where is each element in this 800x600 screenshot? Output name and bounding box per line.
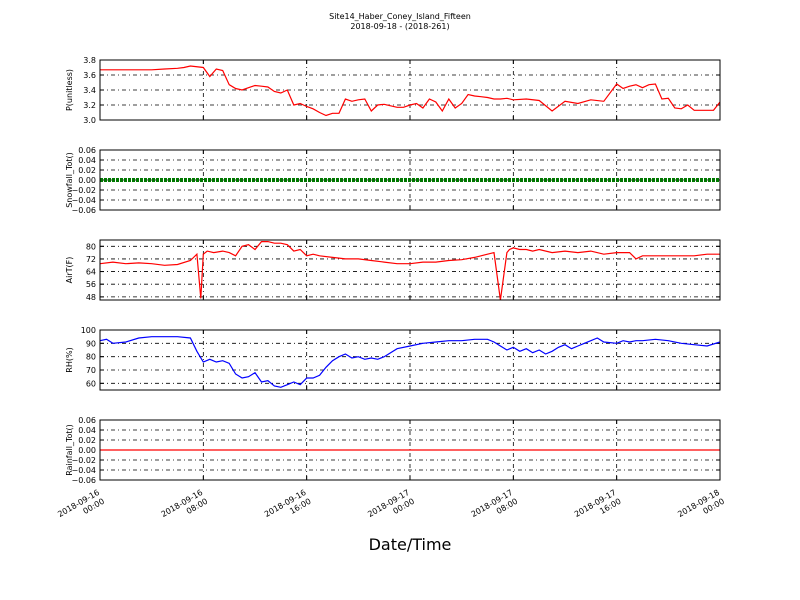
y-tick-label: 64 [86, 268, 96, 277]
y-tick-label: 48 [86, 293, 96, 302]
y-tick-label: 0.00 [78, 176, 96, 185]
series-line [100, 65, 721, 117]
y-tick-label: 0.04 [78, 426, 96, 435]
y-tick-label: 80 [86, 242, 96, 251]
figure-title: Site14_Haber_Coney_Island_Fifteen [329, 12, 471, 21]
y-tick-label: 0.02 [78, 436, 96, 445]
y-axis-label: Snowfall_Tot() [65, 152, 74, 208]
y-tick-label: 80 [86, 353, 96, 362]
plot-frame [99, 329, 721, 391]
y-tick-label: 70 [86, 366, 96, 375]
plot-frame [99, 419, 721, 481]
y-axis-label: RH(%) [65, 347, 74, 372]
series-line [99, 241, 720, 301]
y-tick-label: −0.06 [71, 476, 96, 485]
plot-frame [99, 149, 721, 211]
panel-3: 48 56 64 72 80 AirT(F) [65, 239, 721, 302]
y-tick-label: 3.4 [83, 86, 96, 95]
series-line [99, 336, 721, 388]
x-tick-label: 2018-09-1800:00 [676, 488, 726, 528]
y-tick-label: 3.2 [83, 101, 96, 110]
y-axis-label: Rainfall_Tot() [65, 424, 74, 476]
panel-4: 60 70 80 90 100 RH(%) [65, 326, 721, 391]
y-tick-label: 0.02 [78, 166, 96, 175]
plot-frame [99, 59, 721, 121]
y-tick-label: −0.02 [71, 456, 96, 465]
y-tick-label: −0.02 [71, 186, 96, 195]
x-tick-label: 2018-09-1716:00 [573, 488, 623, 528]
x-tick-label: 2018-09-1700:00 [366, 488, 416, 528]
y-tick-label: 72 [86, 255, 96, 264]
y-tick-label: 0.00 [78, 446, 96, 455]
y-axis-label: P(unitless) [65, 69, 74, 111]
y-tick-label: −0.04 [71, 196, 96, 205]
y-tick-label: 3.6 [83, 71, 96, 80]
panel-1: 3.0 3.2 3.4 3.6 3.8 P(unitless) [65, 56, 721, 125]
x-tick-label: 2018-09-1708:00 [470, 488, 520, 528]
panel-2: −0.06−0.04−0.020.000.020.040.06 Snowfall_… [65, 146, 721, 215]
y-tick-label: −0.04 [71, 466, 96, 475]
x-axis-label: Date/Time [369, 535, 452, 554]
figure-subtitle: 2018-09-18 - (2018-261) [350, 22, 449, 31]
panel-5: −0.06−0.04−0.020.000.020.040.06 Rainfall_… [65, 416, 721, 485]
y-axis-label: AirT(F) [65, 257, 74, 284]
x-tick-label: 2018-09-1616:00 [263, 488, 313, 528]
chart-panels: 3.03.23.43.63.8P(unitless)−0.06−0.04−0.0… [56, 56, 726, 528]
y-tick-label: 3.8 [83, 56, 96, 65]
x-tick-label: 2018-09-1600:00 [56, 488, 106, 528]
plot-frame [99, 239, 721, 301]
x-tick-label: 2018-09-1608:00 [160, 488, 210, 528]
y-tick-label: 60 [86, 379, 96, 388]
y-tick-label: 100 [81, 326, 96, 335]
y-tick-label: 90 [86, 339, 96, 348]
y-tick-label: −0.06 [71, 206, 96, 215]
y-tick-label: 0.04 [78, 156, 96, 165]
y-tick-label: 3.0 [83, 116, 96, 125]
y-tick-label: 56 [86, 280, 96, 289]
y-tick-label: 0.06 [78, 146, 96, 155]
y-tick-label: 0.06 [78, 416, 96, 425]
